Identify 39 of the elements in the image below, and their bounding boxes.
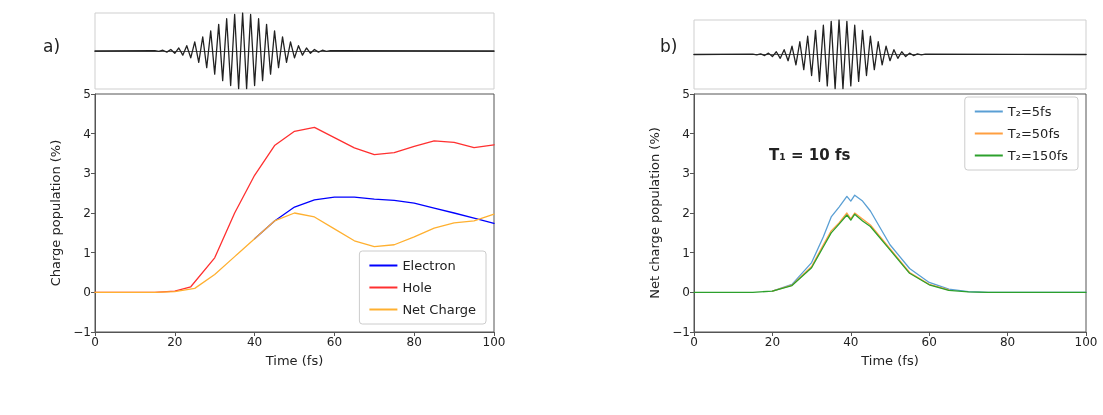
y-tick-label: 0 xyxy=(682,285,690,300)
y-tick-label: 2 xyxy=(83,206,91,220)
x-tick-label: 60 xyxy=(921,335,937,349)
line-series xyxy=(693,213,1087,293)
y-tick-label: 3 xyxy=(83,166,91,181)
y-axis-title: Net charge population (%) xyxy=(647,127,663,299)
text: a) xyxy=(43,35,61,56)
y-axis-title: Charge population (%) xyxy=(48,139,64,287)
y-tick-label: −1 xyxy=(73,325,91,339)
legend-label: T₂=150fs xyxy=(1006,148,1069,163)
x-tick-label: 20 xyxy=(167,335,183,349)
y-tick-label: 3 xyxy=(682,166,690,181)
y-tick-label: 4 xyxy=(682,126,690,141)
x-tick-label: 20 xyxy=(764,335,781,349)
x-tick-label: 60 xyxy=(326,335,343,349)
x-axis-title: Time (fs) xyxy=(860,353,919,368)
legend-label: T₂=5fs xyxy=(1006,104,1052,119)
legend-label: T₂=50fs xyxy=(1006,126,1060,141)
legend-label: Electron xyxy=(402,258,456,273)
text: b) xyxy=(660,35,678,56)
x-tick-label: 80 xyxy=(406,335,422,349)
x-tick-label: 100 xyxy=(482,335,506,349)
x-tick-label: 80 xyxy=(999,335,1016,349)
legend-label: Hole xyxy=(402,280,432,295)
y-tick-label: 2 xyxy=(682,206,690,220)
annotation: T₁ = 10 fs xyxy=(769,145,851,164)
y-tick-label: 5 xyxy=(682,87,690,101)
legend-label: Net Charge xyxy=(402,302,477,317)
y-tick-label: 1 xyxy=(83,245,91,260)
x-tick-label: 40 xyxy=(843,335,859,349)
x-tick-label: 100 xyxy=(1074,335,1098,349)
y-tick-label: −1 xyxy=(672,325,690,339)
x-axis-title: Time (fs) xyxy=(264,353,324,368)
line-series xyxy=(94,212,495,293)
x-tick-label: 40 xyxy=(246,335,263,349)
y-tick-label: 4 xyxy=(83,126,91,141)
y-tick-label: 0 xyxy=(83,285,91,300)
y-tick-label: 1 xyxy=(682,245,690,260)
y-tick-label: 5 xyxy=(83,87,91,101)
